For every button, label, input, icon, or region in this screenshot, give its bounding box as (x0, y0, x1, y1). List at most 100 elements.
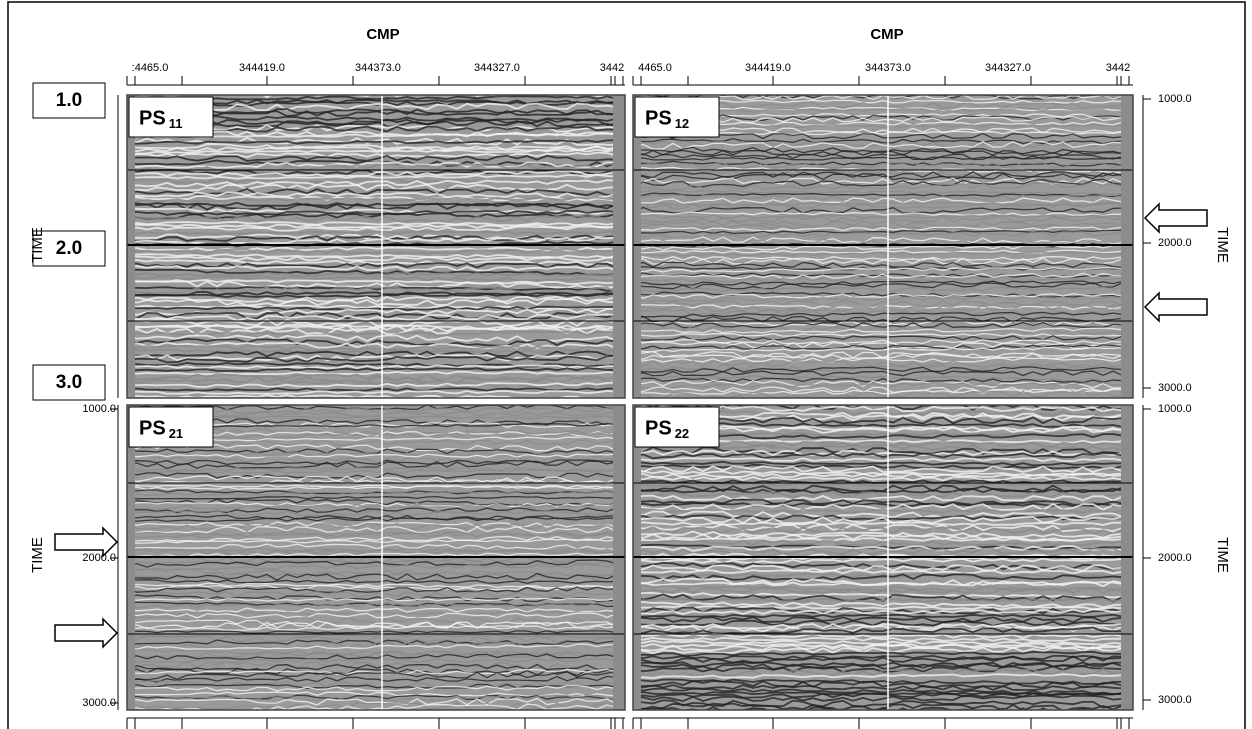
seismic-event (127, 291, 618, 299)
y-tick-label: 1000.0 (82, 403, 116, 415)
seismic-event (633, 357, 1133, 363)
seismic-event (633, 636, 1133, 642)
seismic-event (127, 469, 618, 474)
seismic-event (127, 327, 618, 336)
seismic-event (633, 482, 1133, 488)
seismic-event (633, 381, 1133, 389)
seismic-event (634, 95, 1133, 100)
seismic-event (633, 597, 1133, 603)
seismic-event (633, 487, 1133, 495)
seismic-event (127, 207, 618, 215)
seismic-event (633, 516, 1133, 525)
seismic-event (633, 300, 1133, 307)
seismic-event (127, 262, 618, 270)
x-tick-label: 344327.0 (985, 62, 1031, 74)
seismic-event (127, 191, 618, 199)
seismic-event (633, 257, 1133, 265)
seismic-event (127, 271, 618, 277)
seismic-event (633, 699, 1133, 709)
seismic-event (633, 146, 1133, 155)
seismic-event (127, 559, 618, 565)
seismic-event (633, 280, 1133, 286)
seismic-event (633, 226, 1133, 232)
seismic-event (633, 569, 1133, 575)
seismic-event (127, 279, 618, 285)
edge-strip (633, 95, 641, 398)
seismic-event (127, 590, 618, 598)
seismic-event (633, 171, 1133, 179)
seismic-event (127, 543, 618, 550)
seismic-event (633, 547, 1133, 556)
time-box-label: 3.0 (56, 372, 82, 393)
seismic-event (127, 667, 618, 677)
seismic-event (633, 510, 1133, 519)
seismic-event (127, 459, 618, 466)
seismic-event (633, 272, 1133, 278)
seismic-event (633, 601, 1133, 609)
seismic-event (127, 290, 618, 298)
edge-strip (127, 95, 135, 398)
seismic-event (127, 502, 618, 510)
seismic-panel (633, 95, 1133, 398)
seismic-event (127, 680, 618, 689)
seismic-event (633, 591, 1133, 599)
x-tick-label: 4465.0 (638, 62, 672, 74)
seismic-event (127, 663, 618, 671)
seismic-event (633, 231, 1133, 239)
x-tick-label: 344373.0 (355, 62, 401, 74)
seismic-event (127, 552, 618, 558)
seismic-event (633, 303, 1133, 313)
arrow (54, 617, 119, 649)
seismic-event (633, 327, 1133, 334)
panel-border (126, 94, 626, 399)
y-tick-label: 2000.0 (1158, 237, 1192, 249)
seismic-event (633, 557, 1133, 564)
panel-label-box (634, 96, 720, 138)
seismic-event (633, 526, 1133, 535)
y-axis-title: TIME (1214, 537, 1231, 573)
time-box (32, 230, 106, 267)
seismic-event (633, 573, 1133, 581)
seismic-event (633, 613, 1133, 619)
seismic-event (633, 616, 1133, 624)
seismic-event (127, 514, 618, 521)
time-box (32, 364, 106, 401)
seismic-event (633, 370, 1133, 377)
seismic-event (127, 621, 618, 630)
seismic-event (633, 140, 1133, 148)
seismic-event (633, 608, 1133, 616)
y-tick-label: 3000.0 (82, 697, 116, 709)
seismic-event (633, 514, 1133, 521)
seismic-event (633, 197, 1133, 204)
seismic-event (633, 360, 1133, 369)
seismic-event (127, 563, 618, 571)
seismic-event (127, 671, 618, 681)
seismic-event (127, 381, 618, 388)
seismic-event (127, 355, 617, 364)
seismic-event (127, 582, 618, 589)
seismic-event (127, 215, 618, 223)
seismic-event (127, 675, 618, 683)
seismic-event (127, 685, 618, 692)
seismic-event (633, 161, 1133, 169)
seismic-event (633, 214, 1133, 219)
panel-label-box (128, 96, 214, 138)
seismic-event (633, 172, 1133, 181)
seismic-event (127, 268, 618, 276)
seismic-event (127, 521, 618, 529)
y-tick-label: 2000.0 (1158, 552, 1192, 564)
seismic-event (127, 697, 618, 706)
seismic-event (127, 183, 618, 192)
seismic-event (127, 177, 618, 184)
seismic-event (127, 221, 618, 227)
seismic-event (633, 705, 1114, 710)
seismic-event (633, 694, 1133, 703)
seismic-event (633, 276, 1133, 283)
seismic-event (127, 389, 618, 395)
seismic-event (127, 324, 618, 333)
seismic-event (633, 472, 1133, 478)
seismic-event (127, 170, 618, 178)
seismic-event (127, 649, 618, 657)
seismic-event (127, 139, 617, 145)
arrow (54, 526, 119, 558)
